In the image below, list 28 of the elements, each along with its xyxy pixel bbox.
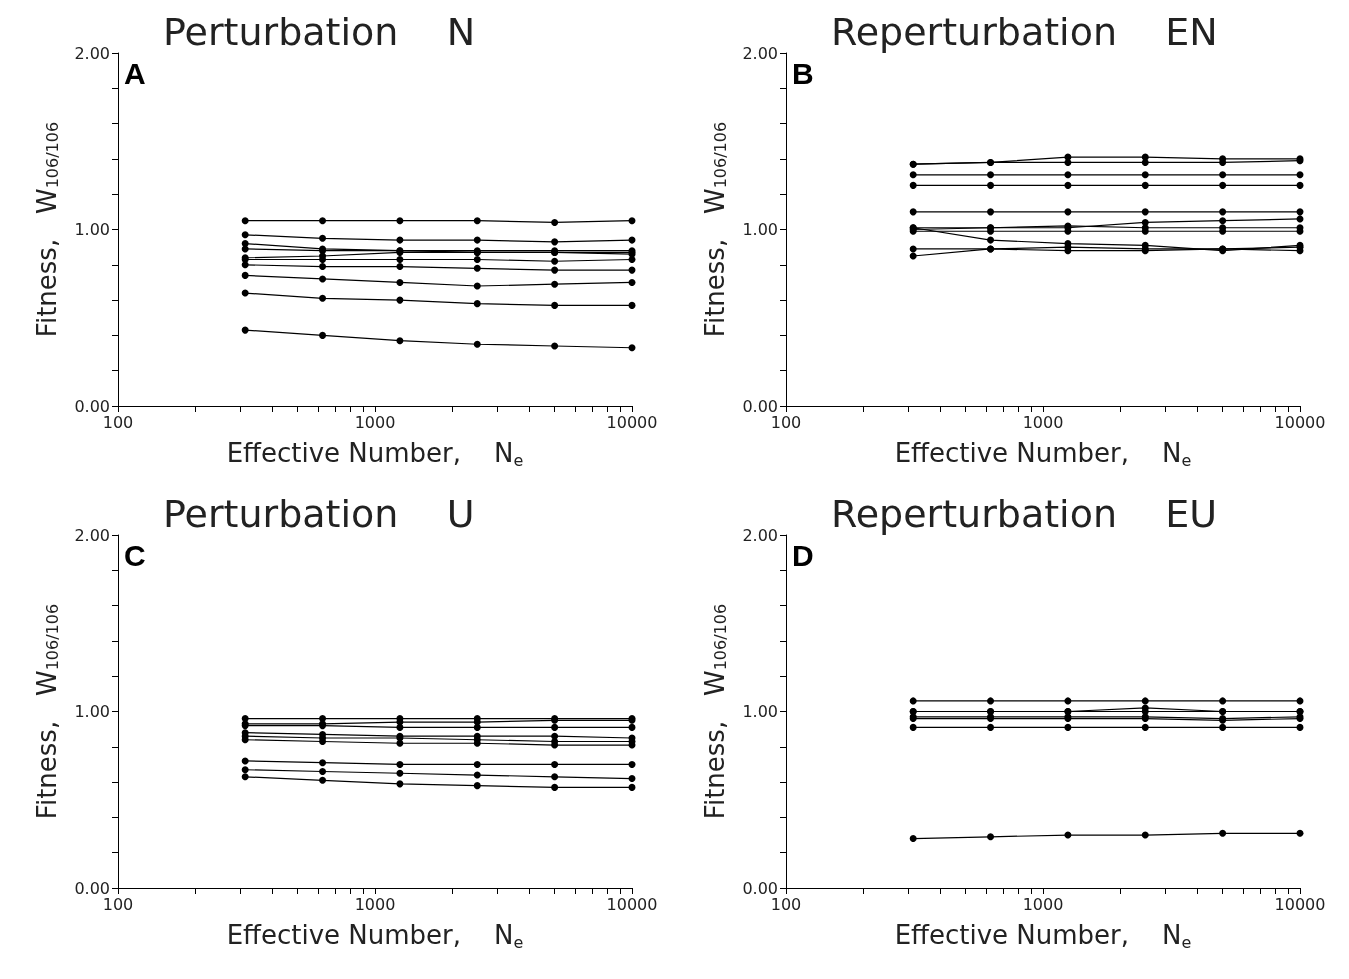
y-tick-label: 1.00 — [742, 702, 778, 721]
chart-title: Reperturbation EU — [831, 492, 1218, 536]
x-tick-label: 1000 — [1022, 412, 1064, 432]
annotation: C — [124, 538, 146, 572]
y-tick-label: 2.00 — [74, 525, 110, 545]
chart-title: Perturbation N — [163, 10, 476, 54]
annotation: D — [792, 538, 814, 572]
x-tick-label: 10000 — [606, 412, 658, 432]
y-tick-label: 1.00 — [742, 220, 778, 239]
annotation: B — [792, 56, 814, 90]
y-axis-title: Fitness, W106/106 — [32, 603, 62, 820]
chart-title: Reperturbation EN — [831, 10, 1218, 54]
x-tick-label: 1000 — [354, 894, 396, 914]
x-tick-label: 1000 — [1022, 894, 1064, 914]
x-tick-label: 10000 — [606, 894, 658, 914]
chart-title: Perturbation U — [163, 492, 475, 536]
y-tick-label: 2.00 — [74, 43, 110, 63]
x-tick-label: 1000 — [354, 412, 396, 432]
y-axis-title: Fitness, W106/106 — [700, 121, 730, 338]
x-tick-label: 10000 — [1274, 894, 1326, 914]
y-tick-label: 2.00 — [742, 43, 778, 63]
annotation: A — [124, 56, 146, 90]
y-axis-title: Fitness, W106/106 — [32, 121, 62, 338]
x-tick-label: 10000 — [1274, 412, 1326, 432]
y-axis-title: Fitness, W106/106 — [700, 603, 730, 820]
y-tick-label: 2.00 — [742, 525, 778, 545]
y-tick-label: 1.00 — [74, 220, 110, 239]
y-tick-label: 1.00 — [74, 702, 110, 721]
